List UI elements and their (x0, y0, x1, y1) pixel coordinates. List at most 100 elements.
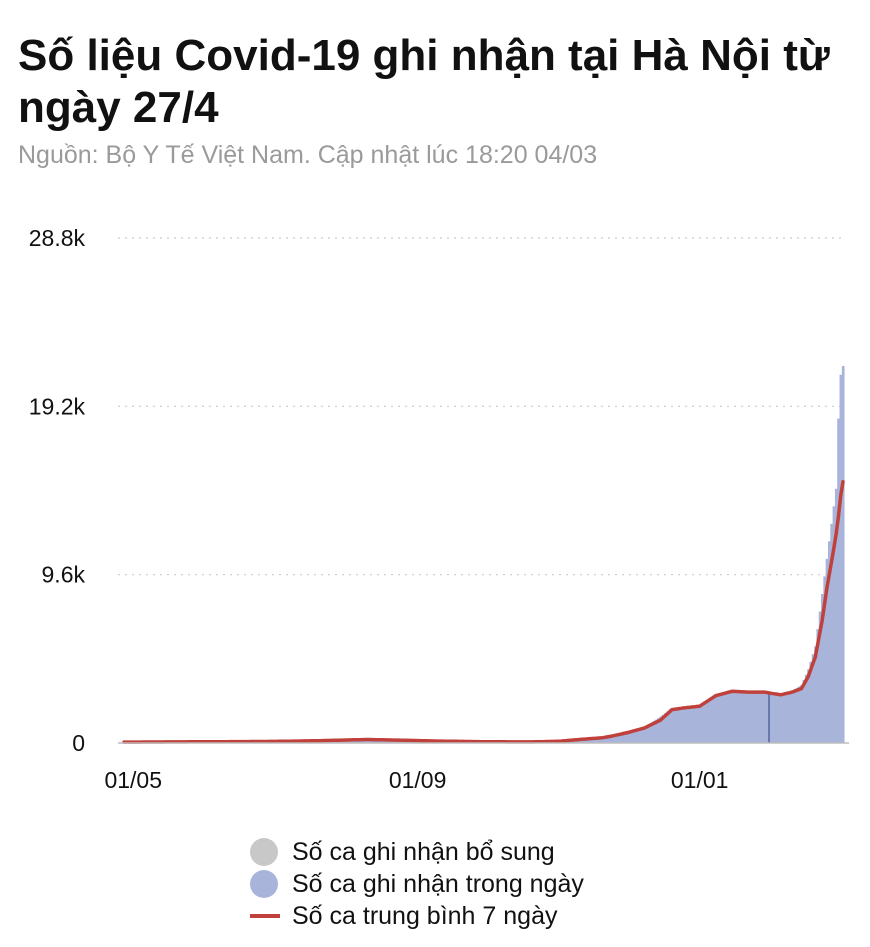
daily-bar (615, 734, 618, 743)
daily-bar (649, 722, 653, 743)
daily-bar (735, 692, 739, 743)
daily-bar (666, 711, 669, 743)
daily-bar (841, 366, 845, 743)
daily-bar (772, 694, 776, 743)
daily-bar (677, 707, 681, 743)
daily-bar (786, 692, 790, 743)
covid-chart: 0 9.6k 19.2k 28.8k 01/05 01/09 01/01 (29, 225, 849, 793)
daily-bar (726, 692, 729, 743)
daily-bar (654, 719, 658, 743)
daily-bar (747, 692, 750, 743)
daily-bar (656, 718, 660, 743)
daily-bar (737, 692, 741, 743)
daily-bar (802, 679, 806, 743)
daily-bar (647, 724, 651, 743)
y-tick-label: 0 (72, 730, 85, 756)
daily-bar (691, 705, 695, 743)
daily-bar (814, 646, 817, 743)
chart-title: Số liệu Covid-19 ghi nhận tại Hà Nội từ … (18, 31, 830, 132)
legend-swatch-supplement (250, 838, 278, 866)
daily-bar (700, 702, 704, 743)
daily-bar (633, 729, 637, 743)
legend: Số ca ghi nhận bổ sung Số ca ghi nhận tr… (250, 836, 584, 932)
average-line (122, 479, 845, 744)
daily-bar (730, 692, 734, 743)
axes: 0 9.6k 19.2k 28.8k 01/05 01/09 01/01 (29, 225, 849, 793)
legend-label-supplement: Số ca ghi nhận bổ sung (292, 837, 555, 866)
daily-bar (832, 506, 836, 743)
daily-bar (723, 692, 727, 743)
daily-bar (682, 707, 686, 743)
daily-bar (744, 692, 748, 743)
daily-bar (675, 707, 679, 743)
legend-label-average: Số ca trung bình 7 ngày (292, 901, 558, 930)
daily-bar (790, 690, 794, 743)
daily-bar (839, 374, 843, 743)
daily-bar (659, 716, 662, 743)
daily-bar (693, 705, 697, 743)
daily-bar (589, 737, 593, 743)
daily-bar (827, 541, 831, 743)
x-tick-label: 01/05 (104, 767, 162, 793)
daily-bar (756, 692, 760, 743)
daily-bar (629, 730, 632, 743)
daily-bar (740, 692, 743, 743)
daily-bar (610, 735, 614, 743)
daily-bar (807, 669, 810, 743)
daily-bar (733, 692, 736, 743)
average-line-layer (122, 479, 845, 744)
y-tick-label: 19.2k (29, 393, 86, 419)
daily-bar (636, 728, 639, 743)
daily-bar (601, 736, 605, 743)
daily-bar (689, 706, 692, 743)
daily-bar (809, 661, 813, 743)
daily-bar (707, 698, 711, 743)
daily-bar (684, 707, 688, 743)
daily-bar (640, 727, 644, 743)
daily-bar (751, 692, 755, 743)
legend-swatch-daily (250, 870, 278, 898)
daily-bar (837, 418, 840, 743)
daily-bar (721, 693, 725, 743)
daily-bar (811, 654, 815, 743)
daily-bar (834, 488, 838, 743)
legend-label-daily: Số ca ghi nhận trong ngày (292, 869, 584, 898)
daily-bar (777, 695, 780, 743)
daily-bar (760, 692, 764, 743)
legend-item-average[interactable]: Số ca trung bình 7 ngày (250, 900, 584, 932)
daily-bar (652, 721, 655, 743)
daily-bar (781, 694, 785, 743)
daily-bar (816, 629, 820, 743)
daily-bar (823, 576, 827, 743)
daily-bar (728, 692, 732, 743)
daily-bar (631, 729, 635, 743)
daily-bar (661, 714, 665, 743)
daily-bar (698, 704, 702, 743)
daily-bar (710, 696, 713, 743)
daily-bar (770, 694, 773, 743)
daily-bar (714, 693, 718, 743)
daily-bar (753, 692, 757, 743)
daily-bar (779, 695, 783, 743)
daily-bar (612, 735, 616, 743)
daily-bar (765, 693, 769, 743)
daily-bar (619, 732, 623, 743)
daily-bar (784, 693, 787, 743)
y-tick-label: 9.6k (42, 562, 86, 588)
daily-bar (830, 523, 833, 743)
daily-bar (624, 731, 628, 743)
daily-bar (594, 737, 598, 743)
daily-bar (592, 737, 595, 743)
daily-bar (599, 737, 602, 743)
daily-bar (763, 693, 766, 743)
daily-bar (686, 706, 690, 743)
legend-item-supplement[interactable]: Số ca ghi nhận bổ sung (250, 836, 584, 868)
grid-lines (118, 237, 845, 576)
daily-bar (668, 709, 672, 743)
daily-bar (622, 732, 625, 743)
daily-bar (804, 674, 808, 743)
legend-item-daily[interactable]: Số ca ghi nhận trong ngày (250, 868, 584, 900)
daily-bar (626, 730, 630, 743)
x-tick-label: 01/01 (671, 767, 729, 793)
daily-bar (795, 687, 799, 743)
